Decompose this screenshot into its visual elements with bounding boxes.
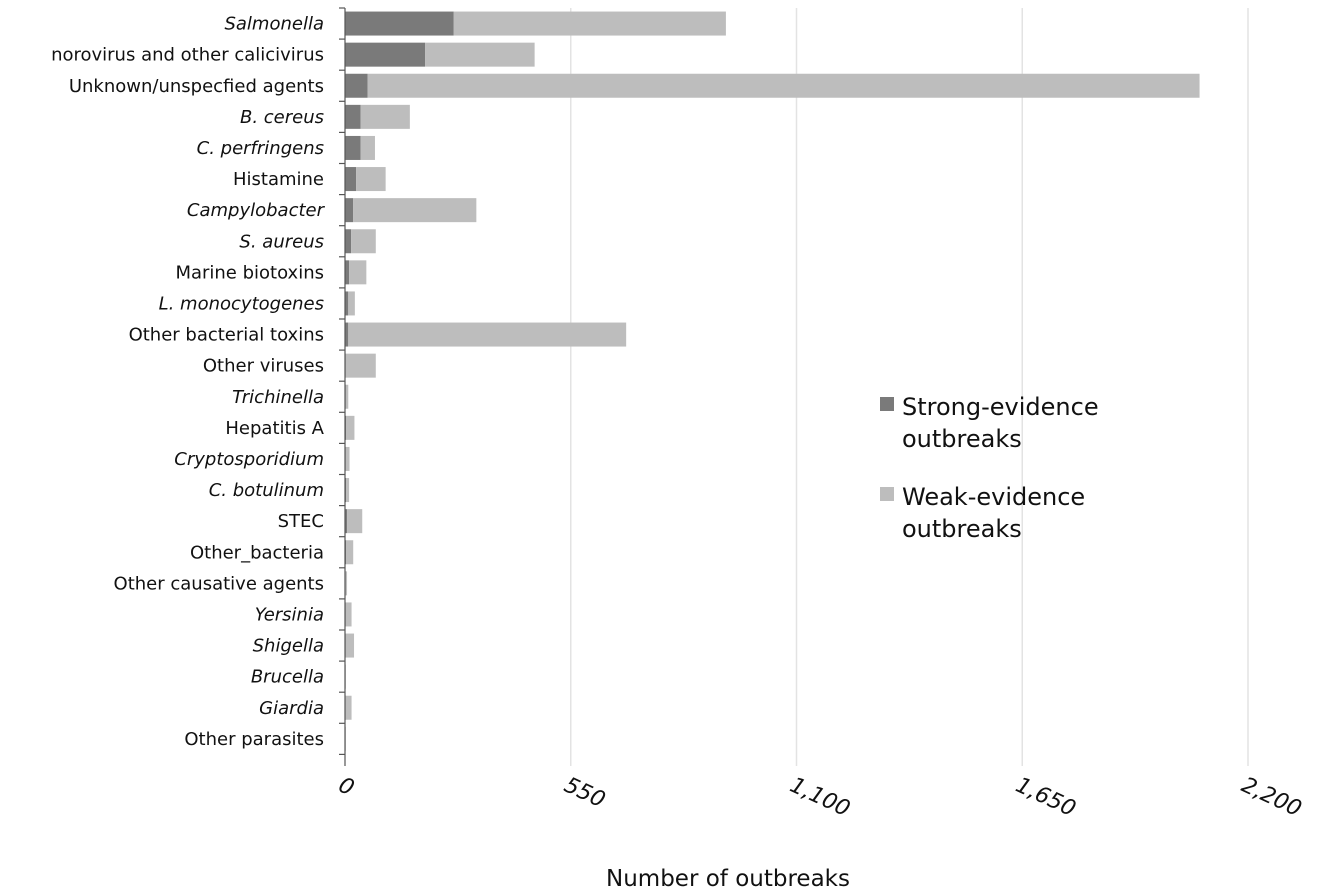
x-tick-labels: 0 550 1,100 1,650 2,200 — [334, 773, 1305, 822]
legend-label-0-1: outbreaks — [902, 425, 1022, 453]
bar-strong-8 — [345, 260, 350, 285]
legend-label-1-1: outbreaks — [902, 515, 1022, 543]
bar-weak-11 — [345, 353, 376, 378]
category-label-9: L. monocytogenes — [159, 293, 324, 314]
bar-weak-9 — [348, 291, 355, 316]
bar-strong-16 — [345, 509, 348, 534]
category-label-6: Campylobacter — [187, 200, 326, 221]
bar-weak-16 — [347, 509, 363, 534]
bar-strong-15 — [345, 478, 347, 503]
category-label-0: Salmonella — [224, 14, 324, 35]
category-label-3: B. cereus — [240, 107, 324, 128]
category-label-13: Hepatitis A — [225, 418, 324, 439]
category-label-4: C. perfringens — [197, 138, 324, 159]
bar-weak-17 — [346, 540, 354, 565]
category-label-2: Unknown/unspecfied agents — [69, 76, 324, 97]
bar-weak-20 — [345, 633, 355, 658]
bar-weak-7 — [351, 229, 376, 254]
bar-weak-8 — [349, 260, 367, 285]
bar-weak-14 — [345, 446, 350, 471]
category-label-23: Other parasites — [184, 729, 324, 750]
category-label-10: Other bacterial toxins — [129, 325, 324, 346]
category-label-19: Yersinia — [255, 604, 324, 625]
category-label-16: STEC — [278, 511, 324, 532]
legend-swatch-1 — [880, 487, 894, 501]
bar-weak-10 — [348, 322, 627, 347]
legend: Strong-evidence outbreaks Weak-evidence out… — [880, 393, 1099, 543]
category-label-15: C. botulinum — [209, 480, 324, 501]
x-tick-label-2: 1,100 — [786, 773, 854, 822]
bar-strong-2 — [345, 73, 368, 98]
bar-weak-13 — [346, 415, 355, 440]
bar-weak-15 — [346, 478, 350, 503]
bar-weak-22 — [345, 695, 352, 720]
bar-strong-3 — [345, 104, 361, 129]
x-tick-label-4: 2,200 — [1237, 773, 1305, 822]
category-label-8: Marine biotoxins — [175, 262, 324, 283]
x-tick-label-1: 550 — [560, 773, 609, 813]
category-label-20: Shigella — [253, 636, 324, 657]
x-tick-label-0: 0 — [334, 773, 357, 802]
category-label-22: Giardia — [259, 698, 324, 719]
bar-weak-0 — [453, 11, 726, 36]
bar-weak-18 — [345, 571, 348, 596]
bar-strong-4 — [345, 135, 361, 160]
bar-strong-0 — [345, 11, 454, 36]
axes — [339, 7, 346, 766]
bar-strong-17 — [345, 540, 347, 565]
category-label-14: Cryptosporidium — [174, 449, 324, 470]
category-label-5: Histamine — [233, 169, 324, 190]
category-label-12: Trichinella — [232, 387, 324, 408]
category-label-17: Other_bacteria — [190, 542, 324, 563]
category-labels: Salmonella norovirus and other caliciviru… — [51, 14, 326, 750]
bar-weak-3 — [360, 104, 410, 129]
category-label-11: Other viruses — [203, 356, 324, 377]
x-axis-title: Number of outbreaks — [606, 866, 850, 890]
legend-label-1-0: Weak-evidence — [902, 483, 1085, 511]
bar-strong-10 — [345, 322, 349, 347]
bar-weak-12 — [345, 384, 349, 409]
bar-strong-9 — [345, 291, 349, 316]
bar-strong-7 — [345, 229, 352, 254]
bar-strong-6 — [345, 198, 354, 223]
bar-strong-1 — [345, 42, 426, 67]
bar-weak-2 — [367, 73, 1200, 98]
bar-weak-5 — [356, 167, 386, 192]
bar-weak-19 — [345, 602, 352, 627]
x-tick-label-3: 1,650 — [1012, 773, 1080, 822]
legend-swatch-0 — [880, 397, 894, 411]
bar-weak-6 — [353, 198, 477, 223]
legend-label-0-0: Strong-evidence — [902, 393, 1099, 421]
bars — [345, 11, 1200, 751]
bar-weak-1 — [425, 42, 535, 67]
category-label-7: S. aureus — [239, 231, 324, 252]
category-label-21: Brucella — [251, 667, 324, 688]
category-label-18: Other causative agents — [114, 573, 324, 594]
gridlines — [570, 8, 1249, 766]
bar-strong-13 — [345, 415, 347, 440]
bar-weak-4 — [360, 135, 375, 160]
bar-strong-5 — [345, 167, 357, 192]
category-label-1: norovirus and other calicivirus — [51, 45, 324, 66]
